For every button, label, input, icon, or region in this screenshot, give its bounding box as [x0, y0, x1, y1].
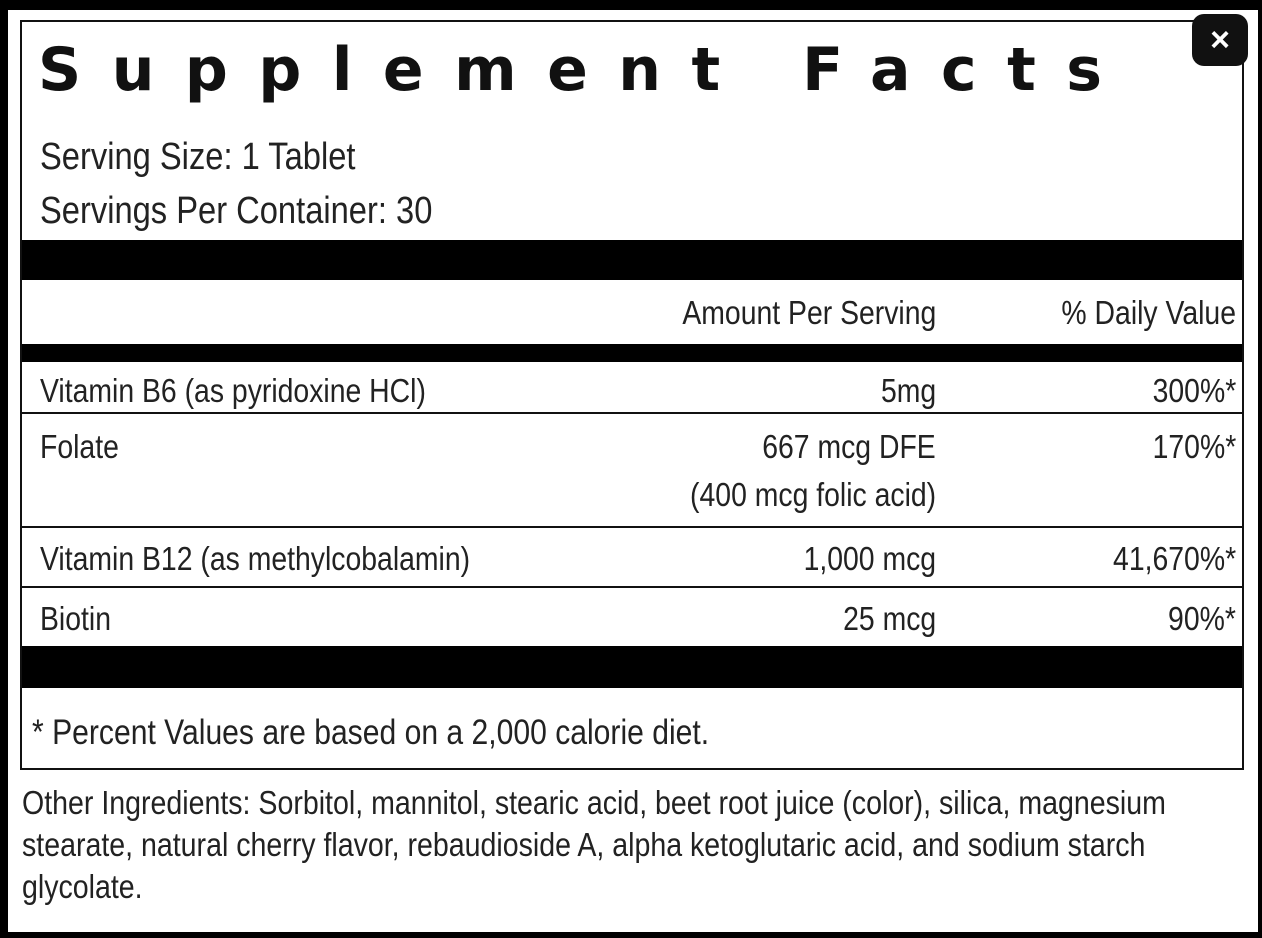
- nutrient-name: Folate: [40, 428, 119, 465]
- nutrient-amount: 25 mcg: [842, 600, 936, 637]
- panel-title: Supplement Facts: [38, 35, 1133, 105]
- nutrient-name: Vitamin B6 (as pyridoxine HCl): [40, 372, 426, 409]
- serving-size: Serving Size: 1 Tablet: [40, 136, 356, 178]
- nutrient-daily-value: 300%*: [1152, 372, 1236, 409]
- close-button[interactable]: ×: [1192, 14, 1248, 66]
- nutrient-daily-value: 170%*: [1152, 428, 1236, 465]
- thick-divider: [22, 646, 1242, 688]
- nutrient-name: Biotin: [40, 600, 112, 637]
- supplement-facts-card: Supplement Facts Serving Size: 1 Tablet …: [8, 10, 1258, 932]
- nutrient-name: Vitamin B12 (as methylcobalamin): [40, 540, 471, 577]
- row-divider: [22, 526, 1242, 528]
- amount-per-serving-header: Amount Per Serving: [682, 294, 936, 331]
- other-ingredients: Other Ingredients: Sorbitol, mannitol, s…: [22, 784, 1166, 905]
- close-icon: ×: [1210, 20, 1230, 59]
- nutrient-amount: 5mg: [880, 372, 936, 409]
- nutrient-daily-value: 41,670%*: [1112, 540, 1236, 577]
- medium-divider: [22, 344, 1242, 362]
- daily-value-header: % Daily Value: [1061, 294, 1236, 331]
- supplement-facts-panel: Supplement Facts Serving Size: 1 Tablet …: [20, 20, 1244, 770]
- nutrient-amount-detail: (400 mcg folic acid): [689, 476, 936, 513]
- nutrient-amount: 667 mcg DFE: [762, 428, 936, 465]
- thick-divider: [22, 240, 1242, 280]
- servings-per-container: Servings Per Container: 30: [40, 190, 433, 232]
- row-divider: [22, 586, 1242, 588]
- nutrient-amount: 1,000 mcg: [803, 540, 936, 577]
- daily-value-footnote: * Percent Values are based on a 2,000 ca…: [32, 713, 710, 752]
- nutrient-daily-value: 90%*: [1168, 600, 1236, 637]
- row-divider: [22, 412, 1242, 414]
